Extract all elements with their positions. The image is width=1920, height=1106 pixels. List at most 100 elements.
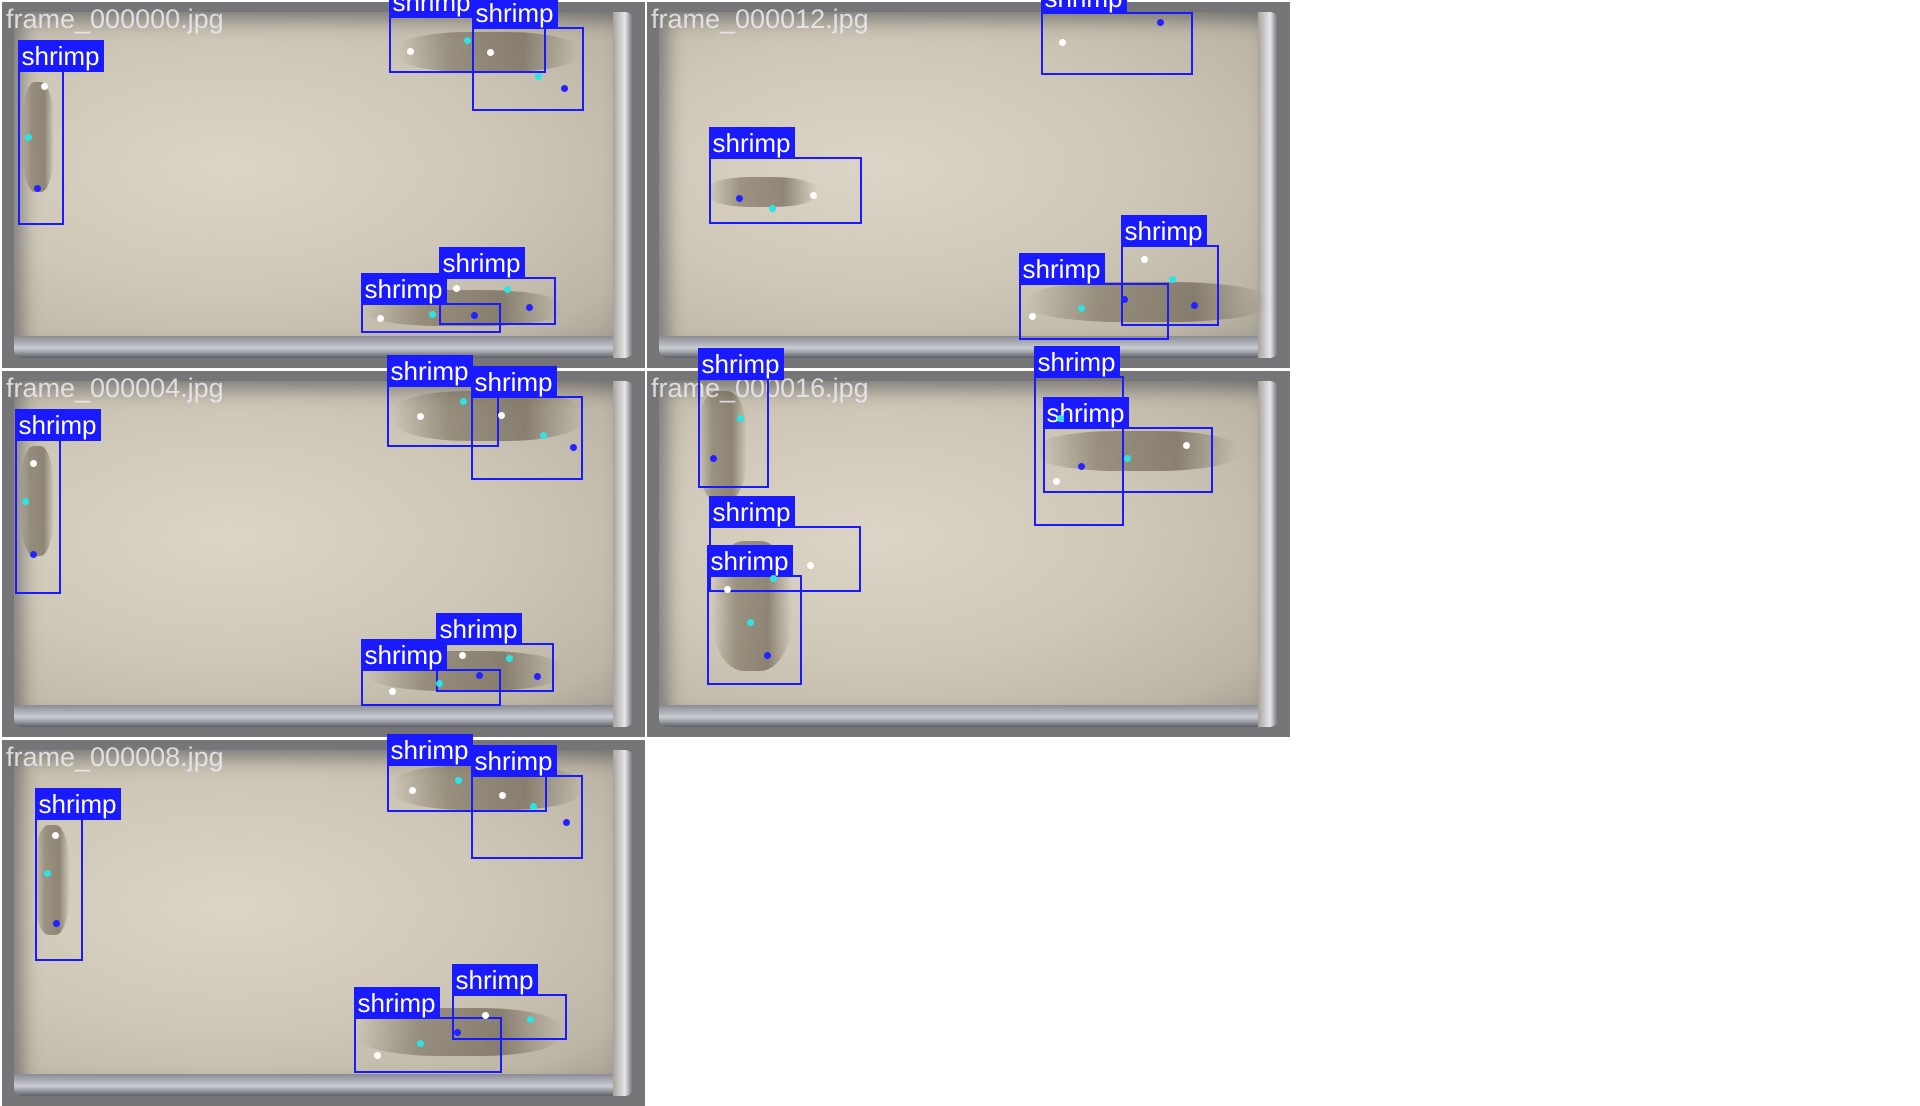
detection-box: shrimp [470, 745, 583, 859]
detection-label: shrimp [386, 355, 473, 387]
detection-label: shrimp [706, 545, 793, 577]
keypoint [1077, 304, 1085, 312]
detection-label: shrimp [388, 0, 475, 18]
keypoint [1028, 312, 1036, 320]
keypoint [498, 791, 506, 799]
detection-box: shrimp [1120, 215, 1219, 326]
shrimp-image [697, 391, 747, 501]
detection-box: shrimp [1033, 346, 1124, 526]
detection-label: shrimp [708, 127, 795, 159]
detection-label: shrimp [471, 0, 558, 29]
detection-box: shrimp [14, 409, 101, 594]
detection-box: shrimp [438, 247, 556, 325]
keypoint [453, 1028, 461, 1036]
keypoint [459, 397, 467, 405]
keypoint [40, 82, 48, 90]
detection-box: shrimp [1018, 253, 1169, 340]
detection-label: shrimp [708, 496, 795, 528]
keypoint [526, 1015, 534, 1023]
detection-label: shrimp [1018, 253, 1105, 285]
detection-label: shrimp [14, 409, 101, 441]
keypoint [723, 585, 731, 593]
detection-label: shrimp [470, 745, 557, 777]
detection-label: shrimp [386, 734, 473, 766]
keypoint [560, 84, 568, 92]
detection-box: shrimp [386, 355, 499, 447]
frame-tile: frame_000016.jpg shrimp shrimp shrimp sh… [647, 346, 1290, 737]
shrimp-image [392, 391, 582, 441]
detection-box: shrimp [34, 788, 121, 961]
keypoint [454, 776, 462, 784]
keypoint [505, 654, 513, 662]
detection-box: shrimp [360, 273, 501, 333]
keypoint [569, 443, 577, 451]
keypoint [435, 679, 443, 687]
detection-label: shrimp [360, 273, 447, 305]
keypoint [806, 561, 814, 569]
detection-box: shrimp [708, 127, 862, 224]
keypoint [1120, 295, 1128, 303]
keypoint [1123, 454, 1131, 462]
shrimp-image [34, 825, 70, 935]
keypoint [746, 618, 754, 626]
detection-label: shrimp [1120, 215, 1207, 247]
detection-box: shrimp [470, 366, 583, 480]
detection-box: shrimp [386, 734, 547, 812]
shrimp-image [1027, 282, 1267, 322]
detection-box: shrimp [1042, 397, 1213, 493]
keypoint [763, 651, 771, 659]
keypoint [408, 786, 416, 794]
keypoint [562, 818, 570, 826]
keypoint [388, 687, 396, 695]
detection-label: shrimp [34, 788, 121, 820]
keypoint [709, 454, 717, 462]
detection-label: shrimp [470, 366, 557, 398]
keypoint [51, 831, 59, 839]
keypoint [21, 497, 29, 505]
keypoint [768, 204, 776, 212]
keypoint [475, 671, 483, 679]
detection-box: shrimp [360, 639, 501, 706]
detection-label: shrimp [697, 348, 784, 380]
frame-tile: frame_000008.jpg shrimp shrimp shrimp sh… [2, 734, 645, 1106]
keypoint [416, 412, 424, 420]
keypoint [373, 1051, 381, 1059]
keypoint [406, 47, 414, 55]
detection-box: shrimp [353, 987, 502, 1073]
detection-box: shrimp [435, 613, 554, 692]
keypoint [481, 1011, 489, 1019]
keypoint [29, 550, 37, 558]
keypoint [416, 1039, 424, 1047]
keypoint [486, 48, 494, 56]
shrimp-image [707, 177, 817, 207]
detection-label: shrimp [435, 613, 522, 645]
keypoint [497, 411, 505, 419]
keypoint [376, 314, 384, 322]
keypoint [452, 284, 460, 292]
keypoint [24, 133, 32, 141]
keypoint [1056, 414, 1064, 422]
frame-filename: frame_000004.jpg [6, 373, 224, 403]
detection-label: shrimp [1042, 397, 1129, 429]
keypoint [1168, 275, 1176, 283]
keypoint [428, 310, 436, 318]
keypoint [534, 72, 542, 80]
detection-label: shrimp [1040, 0, 1127, 14]
detection-box: shrimp [388, 0, 546, 73]
keypoint [1052, 477, 1060, 485]
detection-label: shrimp [360, 639, 447, 671]
keypoint [735, 194, 743, 202]
keypoint [458, 651, 466, 659]
frame-tile: frame_000000.jpg shrimp shrimp shrimp sh… [2, 0, 645, 368]
keypoint [1140, 255, 1148, 263]
keypoint [463, 36, 471, 44]
frame-tile: frame_000012.jpg shrimp shrimp shrimp sh… [647, 0, 1290, 368]
keypoint [525, 303, 533, 311]
detection-box: shrimp [451, 964, 567, 1040]
frame-filename: frame_000012.jpg [651, 4, 869, 34]
keypoint [1077, 462, 1085, 470]
keypoint [1156, 18, 1164, 26]
detection-box: shrimp [17, 40, 104, 225]
detection-label: shrimp [451, 964, 538, 996]
